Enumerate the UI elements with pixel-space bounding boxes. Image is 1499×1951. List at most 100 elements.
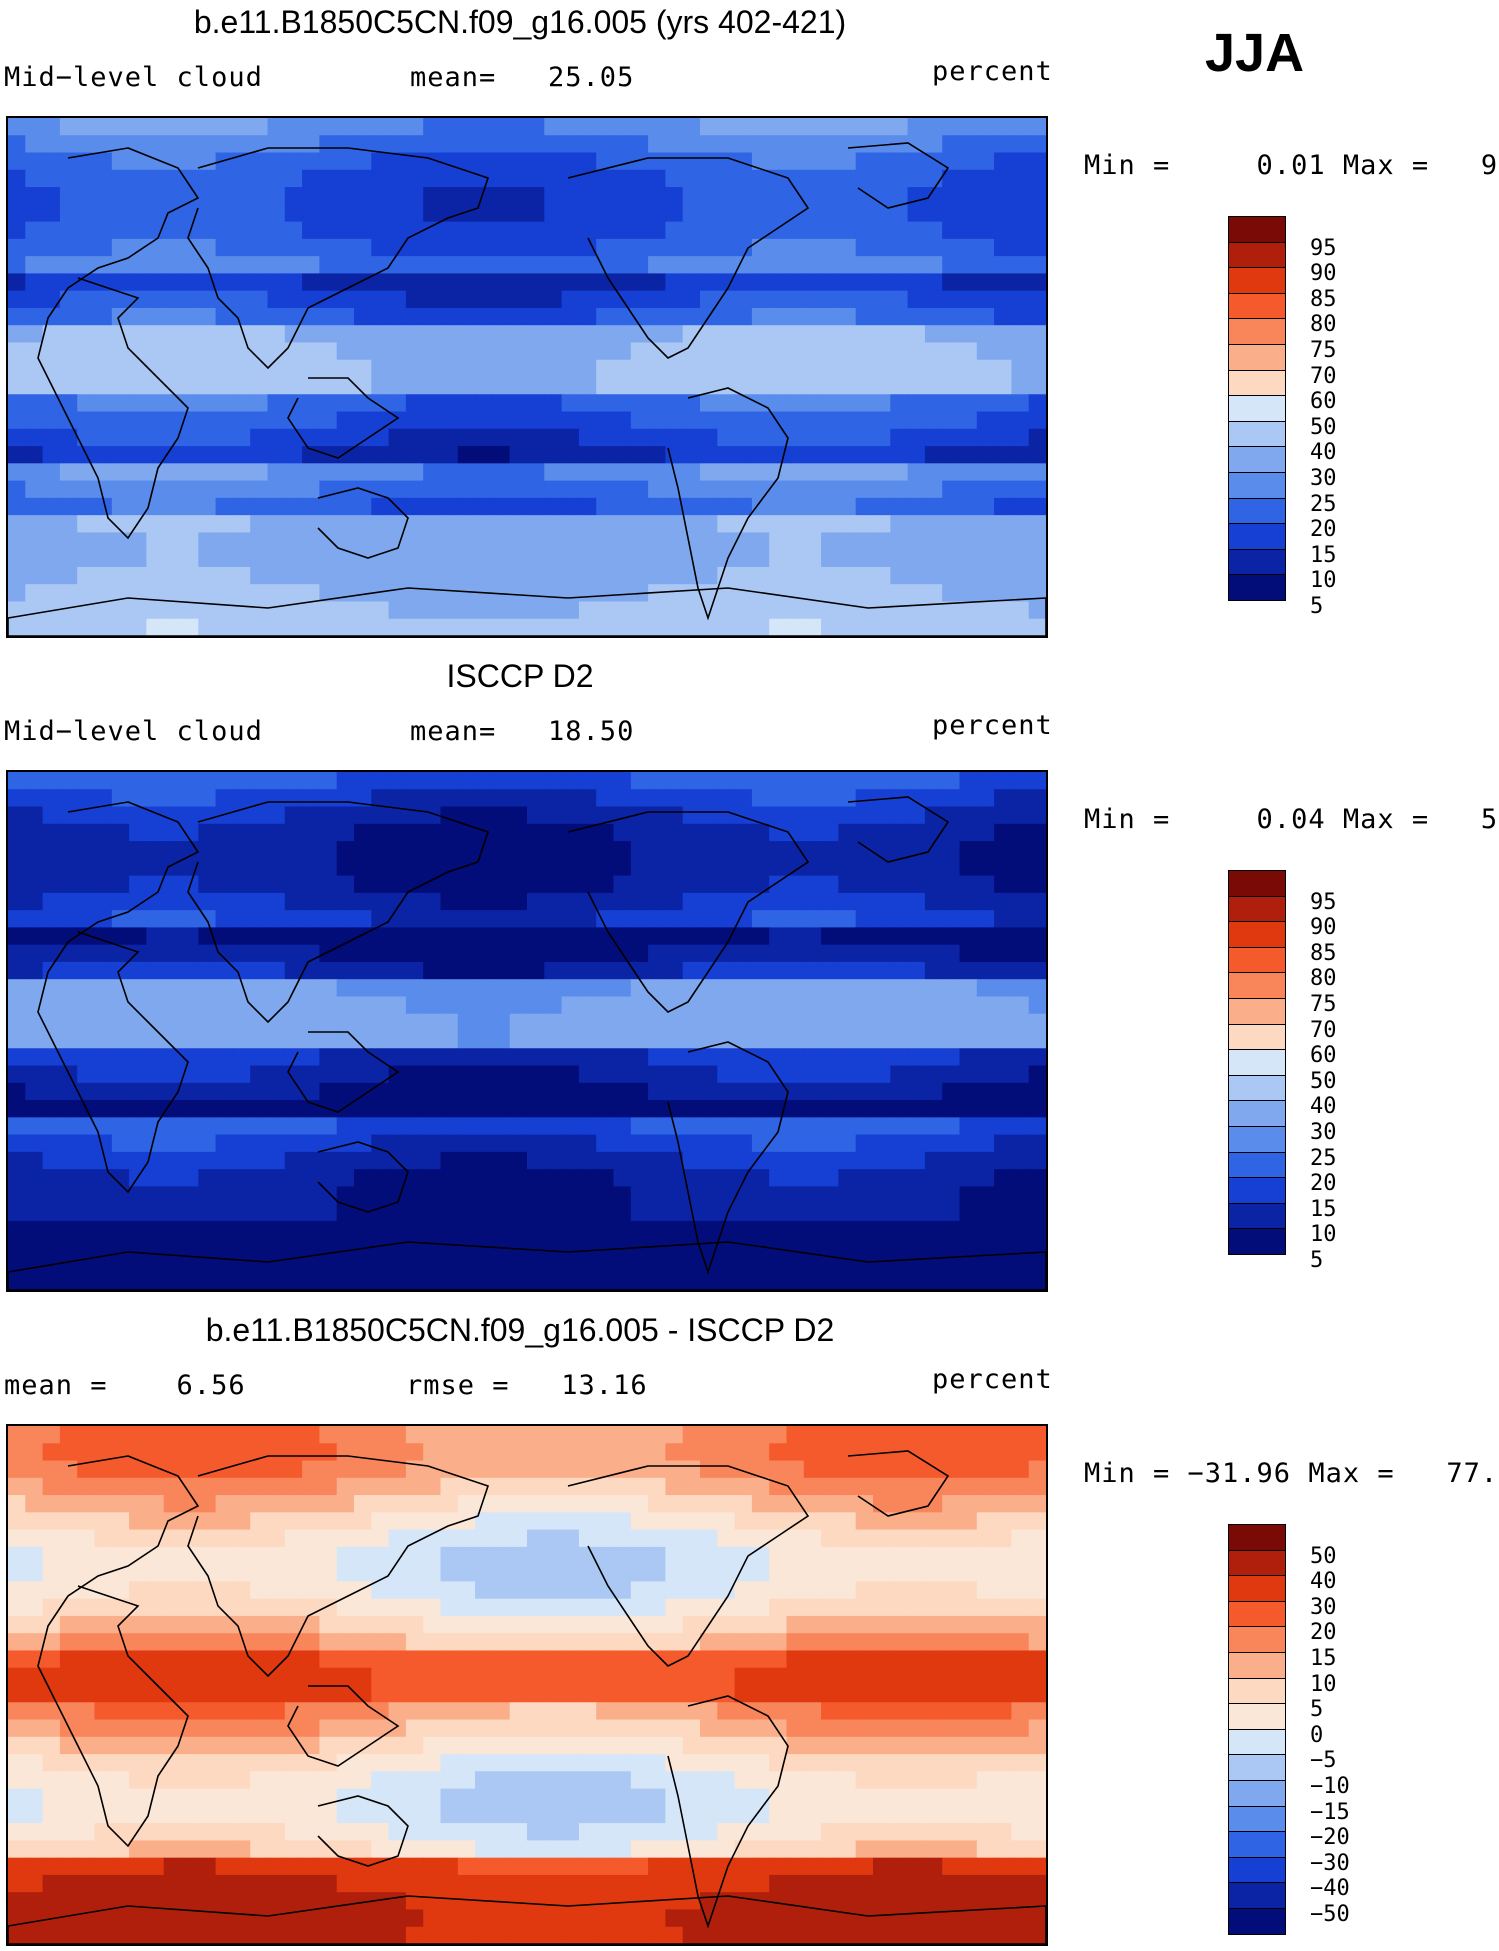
colorbar-swatch (1228, 1882, 1286, 1909)
coastlines (8, 142, 1046, 636)
colorbar-swatch (1228, 318, 1286, 345)
colorbar-swatch (1228, 1202, 1286, 1230)
colorbar-tick-label: 30 (1310, 1594, 1337, 1620)
colorbar-swatch (1228, 921, 1286, 948)
colorbar-swatch (1228, 1780, 1286, 1807)
colorbar-swatch (1228, 523, 1286, 550)
colorbar-tick-label: 10 (1310, 1671, 1337, 1697)
colorbar-tick-label: 50 (1310, 1068, 1337, 1094)
colorbar-tick-label: 90 (1310, 915, 1337, 941)
season-label: JJA (1205, 23, 1305, 83)
colorbar-tick-label: 80 (1310, 966, 1337, 992)
colorbar-tick-label: 90 (1310, 261, 1337, 287)
colorbar-tick-label: 75 (1310, 338, 1337, 363)
colorbar-swatch (1228, 1151, 1286, 1179)
colorbar-tick-label: −5 (1310, 1748, 1337, 1774)
colorbar-tick-label: 40 (1310, 1569, 1337, 1595)
colorbar-swatch (1228, 1677, 1286, 1705)
coastlines (8, 796, 1046, 1290)
colorbar-tick-label: 50 (1310, 1543, 1337, 1569)
colorbar-swatch (1228, 1754, 1286, 1781)
panel-1-map-svg (8, 118, 1046, 636)
panel-1-minmax: Min = 0.01 Max = 94.40 (1084, 150, 1499, 181)
colorbar-tick-label: 5 (1310, 594, 1324, 619)
panel-1-map (6, 116, 1048, 638)
colorbar-swatch (1228, 1652, 1286, 1679)
panel-2-minmax: Min = 0.04 Max = 55.90 (1084, 804, 1499, 835)
colorbar-tick-label: 5 (1310, 1248, 1324, 1273)
colorbar-tick-label: −15 (1310, 1799, 1350, 1825)
colorbar-swatch (1228, 472, 1286, 499)
panel-3-rmse-label: rmse = 13.16 (406, 1370, 648, 1401)
colorbar-tick-label: 20 (1310, 1171, 1337, 1197)
panel-2-mean-label: mean= 18.50 (410, 716, 635, 747)
colorbar-tick-label: 20 (1310, 517, 1337, 543)
colorbar-swatch (1228, 1023, 1286, 1051)
colorbar-tick-label: −20 (1310, 1825, 1350, 1851)
colorbar-swatch (1228, 1049, 1286, 1076)
colorbar-swatch (1228, 1805, 1286, 1833)
panel-3-mean-label: mean = 6.56 (4, 1370, 246, 1401)
colorbar-tick-label: 5 (1310, 1697, 1324, 1723)
colorbar-swatch (1228, 1600, 1286, 1628)
colorbar-tick-label: 0 (1310, 1722, 1324, 1748)
colorbar-tick-label: 30 (1310, 1120, 1337, 1145)
colorbar-tick-label: 60 (1310, 1043, 1337, 1069)
colorbar-tick-label: −40 (1310, 1876, 1350, 1902)
panel-1-units-label: percent (932, 56, 1053, 87)
colorbar-tick-label: 20 (1310, 1620, 1337, 1646)
colorbar-swatch (1228, 1126, 1286, 1153)
colorbar-tick-label: 80 (1310, 312, 1337, 338)
panel-3-units-label: percent (932, 1364, 1053, 1395)
field-cells (8, 772, 1046, 1290)
colorbar-tick-label: −10 (1310, 1774, 1350, 1799)
colorbar-swatch (1228, 1703, 1286, 1730)
colorbar-swatch (1228, 395, 1286, 422)
colorbar-swatch (1228, 1856, 1286, 1884)
panel-2-map (6, 770, 1048, 1292)
colorbar-swatch (1228, 574, 1286, 601)
coastlines (8, 1450, 1046, 1944)
colorbar-swatch (1228, 1100, 1286, 1127)
panel-3-minmax: Min = −31.96 Max = 77.87 (1084, 1458, 1499, 1489)
colorbar-tick-label: 15 (1310, 1196, 1337, 1222)
colorbar-swatch (1228, 1074, 1286, 1102)
panel-2-variable-label: Mid−level cloud (4, 716, 263, 747)
colorbar-tick-label: 30 (1310, 466, 1337, 491)
colorbar-swatch (1228, 1177, 1286, 1204)
colorbar-tick-label: 25 (1310, 1145, 1337, 1171)
colorbar-swatch (1228, 946, 1286, 974)
colorbar-swatch (1228, 1831, 1286, 1858)
colorbar-swatch (1228, 1549, 1286, 1577)
colorbar-swatch (1228, 292, 1286, 320)
colorbar-swatch (1228, 1575, 1286, 1602)
colorbar-tick-label: 85 (1310, 286, 1337, 312)
colorbar-tick-label: 15 (1310, 1646, 1337, 1671)
colorbar-tick-label: 40 (1310, 1094, 1337, 1120)
panel-3-map (6, 1424, 1048, 1946)
colorbar-tick-label: 60 (1310, 389, 1337, 415)
panel-3-title: b.e11.B1850C5CN.f09_g16.005 - ISCCP D2 (205, 1312, 835, 1348)
colorbar-swatch (1228, 895, 1286, 923)
colorbar-swatch (1228, 1908, 1286, 1935)
colorbar-tick-label: 70 (1310, 1017, 1337, 1043)
field-cells (8, 118, 1046, 636)
colorbar-swatch (1228, 267, 1286, 294)
colorbar-tick-label: 70 (1310, 363, 1337, 389)
colorbar-tick-label: 15 (1310, 542, 1337, 568)
colorbar-tick-label: 95 (1310, 889, 1337, 915)
colorbar-swatch (1228, 241, 1286, 269)
field-cells (8, 1426, 1046, 1944)
colorbar-swatch (1228, 1626, 1286, 1653)
colorbar-tick-label: 95 (1310, 235, 1337, 261)
panel-1-title: b.e11.B1850C5CN.f09_g16.005 (yrs 402-421… (193, 4, 847, 40)
colorbar-swatch (1228, 1524, 1286, 1551)
colorbar-swatch (1228, 1728, 1286, 1756)
panel-2-title: ISCCP D2 (446, 658, 594, 694)
colorbar-swatch (1228, 548, 1286, 576)
colorbar-swatch (1228, 972, 1286, 999)
colorbar-tick-label: 10 (1310, 1222, 1337, 1248)
colorbar-tick-label: 25 (1310, 491, 1337, 517)
colorbar-swatch (1228, 497, 1286, 525)
colorbar-tick-label: −30 (1310, 1850, 1350, 1876)
